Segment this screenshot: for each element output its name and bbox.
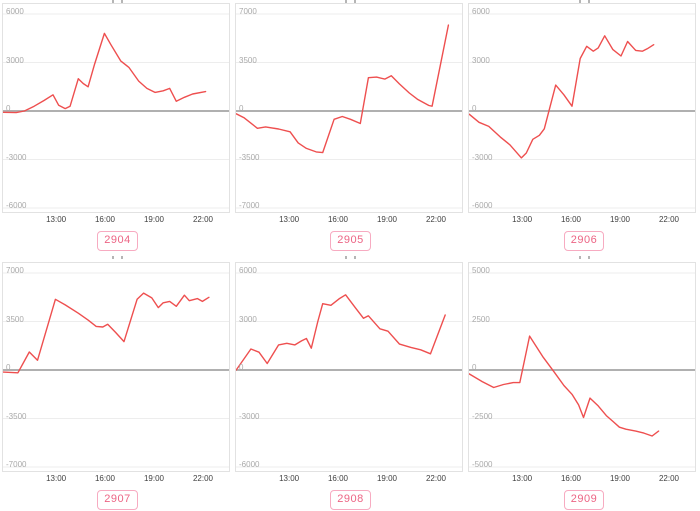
line-chart-svg [469, 13, 695, 209]
x-tick-label: 19:00 [376, 474, 398, 483]
x-tick-label: 22:00 [192, 215, 214, 224]
clipped-chart-title [468, 255, 700, 262]
x-axis-labels: 13:00 16:00 19:00 22:00 [235, 474, 466, 484]
clipped-chart-title [235, 255, 466, 262]
x-tick-label: 19:00 [609, 215, 631, 224]
x-tick-label: 16:00 [327, 215, 349, 224]
line-series [3, 292, 210, 374]
x-tick-label: 16:00 [327, 474, 349, 483]
line-series [236, 24, 450, 154]
chart-cell: 6000 3000 0 -3000 -6000 13:00 16:00 19:00 22:00… [233, 255, 466, 511]
line-series [469, 35, 655, 159]
chart-id-button[interactable]: 2908 [330, 490, 371, 510]
clipped-chart-title [2, 0, 233, 3]
title-dot [587, 256, 590, 259]
x-tick-label: 19:00 [376, 215, 398, 224]
x-tick-label: 13:00 [512, 474, 533, 483]
line-chart-svg [236, 272, 462, 468]
chart-id-button[interactable]: 2909 [563, 490, 605, 510]
x-tick-label: 22:00 [425, 215, 447, 224]
chart-id-button[interactable]: 2904 [97, 231, 138, 251]
chart-panel: 7000 3500 0 -3500 -7000 [2, 262, 230, 472]
x-tick-label: 22:00 [425, 474, 447, 483]
x-axis-labels: 13:00 16:00 19:00 22:00 [235, 215, 466, 225]
title-dot [345, 0, 347, 3]
x-tick-label: 13:00 [46, 215, 67, 224]
x-tick-label: 13:00 [279, 474, 300, 483]
x-axis-labels: 13:00 16:00 19:00 22:00 [468, 474, 700, 484]
chart-panel: 6000 3000 0 -3000 -6000 [235, 262, 463, 472]
x-tick-label: 13:00 [512, 215, 533, 224]
x-axis-labels: 13:00 16:00 19:00 22:00 [2, 215, 233, 225]
x-tick-label: 19:00 [143, 215, 165, 224]
line-series [236, 294, 446, 371]
chart-panel: 6000 3000 0 -3000 -6000 [468, 3, 696, 213]
clipped-chart-title [468, 0, 700, 3]
x-tick-label: 16:00 [94, 474, 116, 483]
chart-cell: 7000 3500 0 -3500 -7000 13:00 16:00 19:00 22:00… [233, 0, 466, 255]
title-dot [121, 256, 123, 259]
line-chart-svg [3, 13, 229, 209]
clipped-chart-title [235, 0, 466, 3]
title-dot [354, 256, 356, 259]
chart-cell: 6000 3000 0 -3000 -6000 13:00 16:00 19:00 22:00… [0, 0, 233, 255]
x-tick-label: 19:00 [609, 474, 631, 483]
title-dot [578, 256, 581, 259]
title-dot [578, 0, 581, 3]
x-tick-label: 19:00 [143, 474, 165, 483]
chart-cell: 7000 3500 0 -3500 -7000 13:00 16:00 19:00 22:00… [0, 255, 233, 511]
title-dot [112, 0, 114, 3]
chart-id-button[interactable]: 2907 [97, 490, 138, 510]
chart-id-button[interactable]: 2905 [330, 231, 371, 251]
x-axis-labels: 13:00 16:00 19:00 22:00 [468, 215, 700, 225]
chart-cell: 5000 2500 0 -2500 -5000 13:00 16:00 19:00 22:00… [466, 255, 700, 511]
title-dot [121, 0, 123, 3]
title-dot [587, 0, 590, 3]
chart-id-button[interactable]: 2906 [563, 231, 605, 251]
x-tick-label: 22:00 [658, 215, 680, 224]
chart-panel: 5000 2500 0 -2500 -5000 [468, 262, 696, 472]
line-chart-svg [236, 13, 462, 209]
title-dot [112, 256, 114, 259]
x-tick-label: 13:00 [46, 474, 67, 483]
x-tick-label: 16:00 [560, 474, 582, 483]
line-chart-svg [3, 272, 229, 468]
x-tick-label: 16:00 [94, 215, 116, 224]
x-tick-label: 16:00 [560, 215, 582, 224]
chart-cell: 6000 3000 0 -3000 -6000 13:00 16:00 19:00 22:00… [466, 0, 700, 255]
x-tick-label: 22:00 [658, 474, 680, 483]
x-tick-label: 22:00 [192, 474, 214, 483]
chart-panel: 6000 3000 0 -3000 -6000 [2, 3, 230, 213]
line-chart-svg [469, 272, 695, 468]
title-dot [345, 256, 347, 259]
line-series [3, 32, 207, 114]
title-dot [354, 0, 356, 3]
line-series [469, 335, 660, 437]
x-axis-labels: 13:00 16:00 19:00 22:00 [2, 474, 233, 484]
x-tick-label: 13:00 [279, 215, 300, 224]
clipped-chart-title [2, 255, 233, 262]
chart-panel: 7000 3500 0 -3500 -7000 [235, 3, 463, 213]
